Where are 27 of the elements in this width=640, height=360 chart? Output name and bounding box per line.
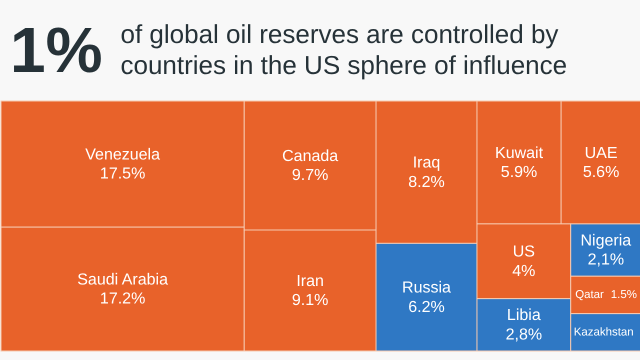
category-label: Iran xyxy=(296,272,324,290)
category-label: Libia xyxy=(506,307,541,324)
data-label: 9.7% xyxy=(292,167,328,184)
data-label: 17.2% xyxy=(100,290,146,308)
category-label: Qatar xyxy=(575,288,604,301)
data-label: 4% xyxy=(512,262,536,280)
data-label: 2,8% xyxy=(506,326,542,344)
data-label: 2,1% xyxy=(588,252,624,269)
category-label: Nigeria xyxy=(580,232,632,250)
data-label: 5.6% xyxy=(582,164,620,182)
data-label: 1.5% xyxy=(610,288,637,301)
text: of global oil reserves are controlled by countries in the US sphere of influence xyxy=(120,18,568,82)
data-label: 5.9% xyxy=(500,164,538,182)
category-label: Canada xyxy=(282,148,338,165)
data-label: 6.2% xyxy=(408,298,445,316)
category-label: UAE xyxy=(584,144,618,162)
category-label: Kazakhstan xyxy=(574,326,634,338)
data-label: 17.5% xyxy=(100,166,146,183)
data-label: 8.2% xyxy=(408,174,445,191)
category-label: Saudi Arabia xyxy=(77,271,168,288)
text: 1% xyxy=(10,13,102,87)
category-label: Russia xyxy=(402,280,452,297)
category-label: Iraq xyxy=(412,154,440,172)
category-label: Kuwait xyxy=(495,144,544,162)
data-label: 9.1% xyxy=(292,292,328,310)
category-label: Venezuela xyxy=(85,146,160,164)
category-label: US xyxy=(512,244,535,261)
